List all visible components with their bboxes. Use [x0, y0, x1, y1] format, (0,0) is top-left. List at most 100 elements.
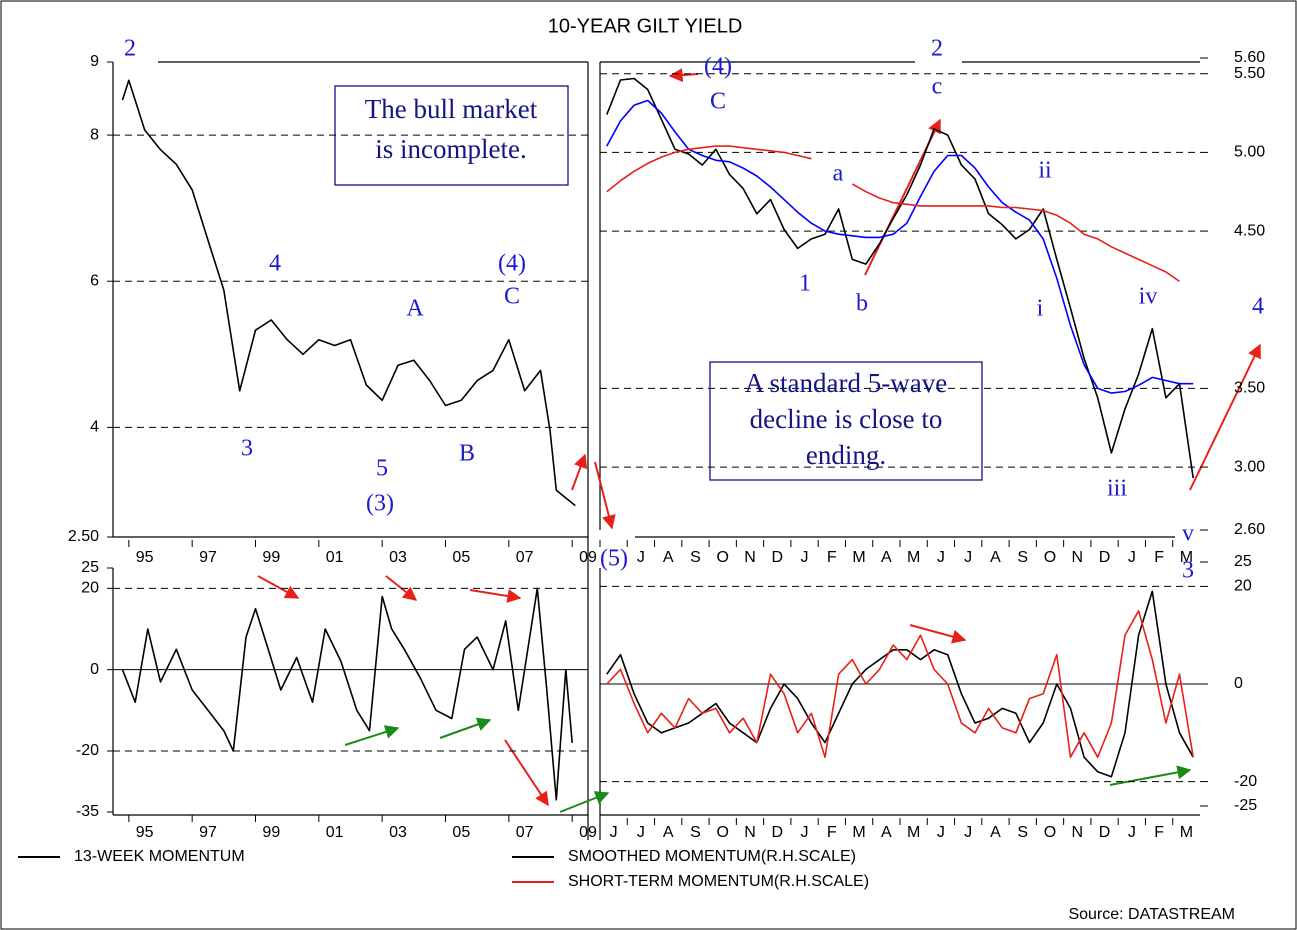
y-tick-label: -25 [1234, 797, 1257, 814]
x-tick-label: 07 [516, 549, 534, 566]
x-tick-label: J [937, 549, 945, 566]
annotation: 3 [241, 436, 253, 462]
series-line [606, 77, 1194, 479]
x-tick-label: J [610, 824, 618, 841]
annotation: A [406, 296, 424, 322]
y-tick-label: -35 [76, 803, 99, 820]
x-tick-label: F [1154, 824, 1164, 841]
legend-label: SHORT-TERM MOMENTUM(R.H.SCALE) [568, 873, 869, 890]
annotation: 2 [931, 36, 943, 62]
x-tick-label: D [771, 824, 783, 841]
y-tick-label: 0 [90, 661, 99, 678]
y-tick-label: 9 [90, 53, 99, 70]
x-tick-label: J [637, 549, 645, 566]
series-line [606, 610, 1194, 758]
x-tick-label: J [1128, 549, 1136, 566]
x-tick-label: A [663, 549, 674, 566]
annotation: 4 [269, 251, 281, 277]
x-tick-label: 03 [389, 824, 407, 841]
x-tick-label: J [937, 824, 945, 841]
x-tick-label: 99 [262, 549, 280, 566]
y-tick-label: 5.50 [1234, 65, 1265, 82]
x-tick-label: 95 [136, 824, 154, 841]
x-tick-label: O [717, 549, 729, 566]
x-tick-label: 01 [326, 824, 344, 841]
x-tick-label: S [1017, 549, 1028, 566]
x-tick-label: 01 [326, 549, 344, 566]
x-tick-label: D [1099, 824, 1111, 841]
x-tick-label: F [1154, 549, 1164, 566]
x-tick-label: J [964, 824, 972, 841]
annotation: (4) [498, 251, 526, 277]
green-arrows [344, 717, 1192, 813]
y-tick-label: 2.50 [68, 528, 99, 545]
x-tick-label: N [1071, 549, 1083, 566]
note-text: decline is close to [750, 404, 943, 434]
x-tick-label: O [717, 824, 729, 841]
annotation: iv [1139, 284, 1158, 310]
x-tick-label: A [881, 824, 892, 841]
x-tick-label: A [881, 549, 892, 566]
x-tick-label: O [1044, 549, 1056, 566]
y-tick-label: 0 [1234, 675, 1243, 692]
y-tick-label: 4.50 [1234, 222, 1265, 239]
y-tick-label: 20 [81, 580, 99, 597]
annotation: 2 [124, 36, 136, 62]
x-tick-label: J [637, 824, 645, 841]
x-tick-label: M [1180, 549, 1193, 566]
x-tick-label: M [852, 549, 865, 566]
note-text: is incomplete. [375, 134, 526, 164]
x-tick-label: 03 [389, 549, 407, 566]
x-tick-label: 09 [579, 824, 597, 841]
x-tick-label: M [1180, 824, 1193, 841]
x-tick-label: N [744, 549, 756, 566]
x-tick-label: A [990, 549, 1001, 566]
series-line [121, 79, 576, 507]
x-tick-label: J [964, 549, 972, 566]
annotation: (4) [704, 54, 732, 80]
annotation: C [710, 89, 726, 115]
y-tick-label: 5.00 [1234, 144, 1265, 161]
annotation: c [932, 74, 943, 100]
x-tick-label: 05 [452, 549, 470, 566]
series-line [121, 587, 573, 801]
x-tick-label: D [771, 549, 783, 566]
x-tick-label: J [801, 549, 809, 566]
series-line [606, 99, 1194, 394]
y-tick-label: 6 [90, 272, 99, 289]
y-tick-label: 8 [90, 126, 99, 143]
annotation: iii [1107, 476, 1127, 502]
x-tick-label: O [1044, 824, 1056, 841]
note-text: The bull market [365, 94, 538, 124]
annotation: 5 [376, 456, 388, 482]
y-tick-label: 5.60 [1234, 49, 1265, 66]
note-box [709, 361, 983, 481]
x-tick-label: J [801, 824, 809, 841]
note-text: ending. [806, 440, 886, 470]
y-tick-label: 25 [81, 559, 99, 576]
x-tick-label: J [1128, 824, 1136, 841]
x-tick-label: D [1099, 549, 1111, 566]
x-tick-label: A [990, 824, 1001, 841]
x-tick-label: S [1017, 824, 1028, 841]
x-tick-label: S [690, 549, 701, 566]
legend-label: 13-WEEK MOMENTUM [74, 848, 245, 865]
chart-title: 10-YEAR GILT YIELD [548, 15, 743, 37]
x-tick-label: 97 [199, 824, 217, 841]
x-tick-label: 07 [516, 824, 534, 841]
annotation: v [1182, 521, 1194, 547]
series-line [606, 145, 1180, 283]
annotation: i [1037, 296, 1044, 322]
y-tick-label: 2.60 [1234, 521, 1265, 538]
y-tick-label: -20 [1234, 773, 1257, 790]
x-tick-label: F [827, 824, 837, 841]
annotation: b [856, 291, 868, 317]
x-tick-label: M [907, 549, 920, 566]
x-tick-label: M [852, 824, 865, 841]
x-tick-label: 99 [262, 824, 280, 841]
x-tick-label: 05 [452, 824, 470, 841]
source: Source: DATASTREAM [1068, 906, 1235, 923]
annotation: (3) [366, 491, 394, 517]
y-tick-label: 20 [1234, 578, 1252, 595]
